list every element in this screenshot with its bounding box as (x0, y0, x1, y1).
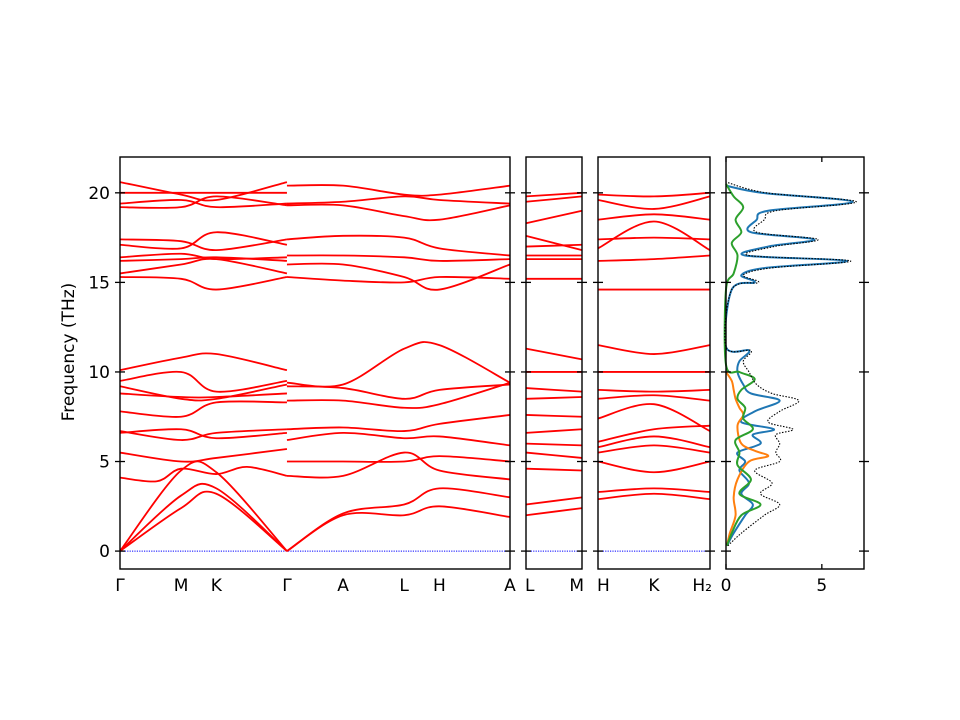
phonon-band (525, 428, 583, 434)
x-tick-label: L (399, 576, 409, 596)
x-tick-label: A (504, 576, 516, 596)
phonon-band (119, 238, 288, 252)
phonon-band (286, 505, 511, 552)
y-axis-label: Frequency (THz) (59, 283, 79, 422)
x-tick-label: H₂ (692, 576, 712, 596)
phonon-band (525, 191, 583, 198)
phonon-band (286, 254, 511, 262)
phonon-band (119, 383, 288, 402)
phonon-band (597, 388, 711, 393)
y-tick-label: 10 (88, 363, 110, 383)
phonon-band (119, 428, 287, 441)
phonon-band (119, 392, 287, 399)
phonon-band (525, 209, 583, 225)
phonon-band (286, 451, 511, 481)
x-tick-label: K (211, 576, 223, 596)
phonon-band (597, 487, 711, 493)
phonon-band (119, 490, 288, 552)
phonon-band (119, 370, 288, 393)
phonon-band (525, 414, 583, 418)
x-tick-label: M (569, 576, 584, 596)
phonon-band (286, 262, 511, 291)
phonon-band (597, 394, 711, 402)
phonon-band (597, 254, 711, 262)
phonon-band (286, 276, 511, 284)
phonon-band (119, 257, 288, 275)
phonon-band (597, 424, 711, 443)
panel-frame (525, 156, 583, 570)
phonon-band (525, 496, 583, 506)
phonon-band (286, 381, 511, 409)
phonon-band (597, 213, 711, 221)
dos-total-curve (724, 181, 857, 547)
dos-layer (723, 181, 857, 547)
phonon-band (119, 252, 287, 261)
phonon-band (597, 191, 711, 198)
phonon-band (525, 467, 583, 472)
phonon-band (286, 195, 511, 205)
phonon-band (119, 352, 288, 372)
phonon-band (525, 451, 583, 459)
phonon-band (286, 234, 511, 257)
phonon-band (525, 387, 583, 393)
phonon-band (286, 487, 511, 552)
phonon-band (525, 234, 583, 252)
phonon-band (525, 195, 583, 203)
dos-projected-curve (723, 183, 762, 547)
phonon-band (597, 444, 711, 454)
phonon-band (286, 431, 511, 447)
phonon-band (119, 460, 288, 552)
phonon-band (286, 414, 511, 433)
phonon-band (597, 236, 711, 241)
phonon-band (119, 448, 288, 463)
dos-projected-curve (725, 371, 770, 546)
phonon-band (286, 203, 511, 222)
phonon-band (119, 199, 287, 209)
dos-x-tick-label: 0 (721, 576, 732, 596)
dos-projected-curve (724, 184, 854, 547)
phonon-band (597, 195, 711, 210)
dos-x-tick-label: 5 (816, 576, 827, 596)
phonon-band (119, 400, 287, 418)
x-tick-label: K (648, 576, 660, 596)
phonon-band (119, 276, 288, 291)
phonon-band (525, 243, 583, 248)
y-tick-label: 0 (99, 542, 110, 562)
phonon-band (597, 460, 711, 474)
y-tick-label: 5 (99, 453, 110, 473)
phonon-band (597, 220, 711, 251)
phonon-band (597, 344, 711, 355)
x-tick-label: H (433, 576, 446, 596)
phonon-band (119, 482, 288, 552)
x-tick-label: M (174, 576, 189, 596)
phonon-band (597, 403, 711, 432)
phonon-band (286, 455, 511, 463)
phonon-band (119, 428, 288, 440)
x-tick-label: H (597, 576, 610, 596)
dos-panel-frame (725, 156, 865, 570)
y-tick-label: 20 (88, 184, 110, 204)
phonon-band (525, 442, 583, 447)
phonon-band (525, 347, 583, 361)
phonon-band (597, 435, 711, 449)
phonon-band (597, 492, 711, 501)
phonon-band (286, 184, 511, 197)
phonon-band (525, 507, 583, 517)
panel-frames-layer (119, 156, 865, 570)
phonon-band (525, 396, 583, 400)
x-tick-label: L (525, 576, 535, 596)
phonon-band (119, 231, 288, 250)
phonon-band (119, 465, 288, 483)
panel-frame (597, 156, 711, 570)
phonon-band (119, 181, 288, 202)
panel-frame (119, 156, 511, 570)
x-tick-label: Γ (115, 576, 125, 596)
phonon-band (286, 341, 511, 388)
x-tick-label: Γ (282, 576, 292, 596)
band-lines-layer (119, 181, 711, 552)
y-tick-label: 15 (88, 273, 110, 293)
x-tick-label: A (337, 576, 349, 596)
